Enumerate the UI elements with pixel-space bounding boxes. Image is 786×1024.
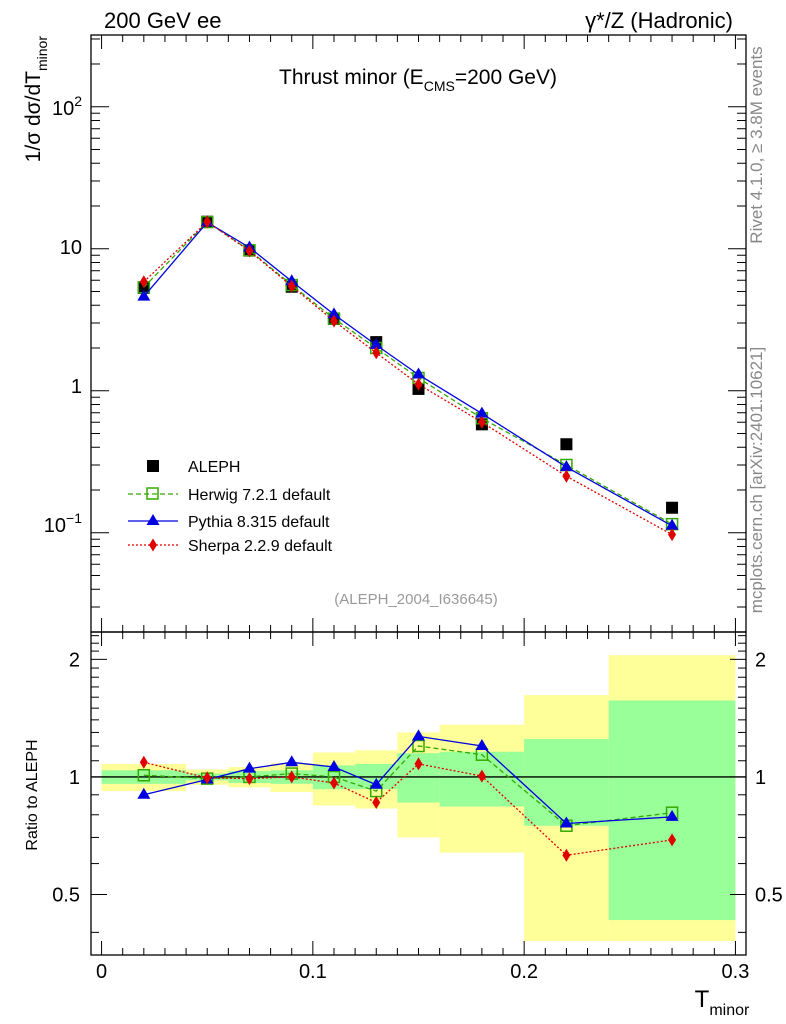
data-point-pythia [665,809,679,821]
ratio-ticks-layer: 0.5 0.5 1 1 2 2 0 0.1 0.2 0.3 [52,632,783,983]
main-title-b: =200 GeV) [455,66,557,89]
legend-label-aleph: ALEPH [188,459,240,476]
data-point-aleph [560,438,573,451]
data-point-sherpa [287,279,296,293]
ratio-ytick-label: 2 [69,649,80,671]
data-point-pythia [327,760,341,772]
main-ytick-base: 10 [44,515,66,537]
legend-marker-sherpa [149,538,157,552]
ratio-xtick-label: 0.3 [722,961,750,983]
data-point-pythia [475,739,489,751]
legend-marker-pythia [146,514,160,525]
header-right: γ*/Z (Hadronic) [585,8,733,33]
ratio-xlabel-a: T [695,986,710,1013]
main-title-sub: CMS [424,78,455,94]
data-point-sherpa [245,772,254,786]
legend-marker-herwig [146,487,159,500]
ratio-ytick-label: 0.5 [52,885,80,907]
header-left: 200 GeV ee [104,8,221,33]
data-point-sherpa [477,415,486,429]
ratio-xtick-label: 0 [96,961,107,983]
legend-label-pythia: Pythia 8.315 default [188,514,330,531]
data-point-pythia [369,777,383,789]
ratio-ytick-label: 1 [69,767,80,789]
main-ytick-label: 10 [60,237,82,259]
data-point-aleph [666,501,679,514]
ratio-xtick-label: 0.1 [299,961,327,983]
data-point-sherpa [245,244,254,258]
ratio-xlabel-sub: minor [709,1002,750,1019]
main-ytick-exp: 2 [74,93,82,109]
legend-marker-aleph [147,460,159,472]
main-ticks-layer [91,35,746,633]
data-point-pythia [665,518,679,530]
data-point-sherpa [668,528,677,542]
data-point-sherpa [329,314,338,328]
ratio-bands-layer [101,655,736,942]
main-series-layer [137,215,679,542]
data-point-pythia [285,755,299,767]
main-ytick-label: 102 [52,93,82,120]
ratio-ytick-label-right: 1 [755,767,766,789]
ratio-panel: 0.5 0.5 1 1 2 2 0 0.1 0.2 0.3 Ratio to ALEPH Tmin… [24,631,783,1019]
main-ytick-exp: −1 [66,510,82,526]
analysis-label: (ALEPH_2004_I636645) [334,591,497,608]
data-point-pythia [242,761,256,773]
data-point-pythia [369,337,383,349]
ratio-ylabel: Ratio to ALEPH [24,739,41,850]
data-point-pythia [475,406,489,418]
ratio-line-pythia [143,735,673,825]
legend-label-sherpa: Sherpa 2.2.9 default [188,538,333,555]
mcplots-label: mcplots.cern.ch [arXiv:2401.10621] [747,347,766,613]
main-ylabel: 1/σ dσ/dTminor [22,36,50,163]
ratio-xtick-label: 0.2 [510,961,538,983]
main-line-herwig [143,221,673,525]
data-point-pythia [559,816,573,828]
main-title-a: Thrust minor (E [279,66,424,89]
data-point-pythia [327,307,341,319]
data-point-pythia [137,289,151,301]
data-point-pythia [559,460,573,472]
data-point-sherpa [372,346,381,360]
legend-label-herwig: Herwig 7.2.1 default [188,487,331,504]
main-panel: Thrust minor (ECMS=200 GeV) 1/σ dσ/dTmin… [22,34,747,633]
data-point-sherpa [287,770,296,784]
main-ytick-label: 10−1 [44,510,82,537]
main-title: Thrust minor (ECMS=200 GeV) [279,66,557,94]
data-point-sherpa [562,469,571,483]
data-point-sherpa [414,377,423,391]
data-point-herwig [137,768,151,782]
data-point-sherpa [329,776,338,790]
rivet-label: Rivet 4.1.0, ≥ 3.8M events [747,46,766,243]
data-point-pythia [412,729,425,741]
ratio-ytick-label-right: 2 [755,649,766,671]
data-point-sherpa [562,848,571,862]
data-point-sherpa [139,755,148,769]
data-point-sherpa [668,833,677,847]
main-line-pythia [143,221,673,527]
main-line-sherpa [143,221,673,536]
ratio-line-herwig [143,745,673,827]
data-point-sherpa [139,275,148,289]
main-ytick-label: 1 [71,376,82,398]
ratio-frame [90,631,747,956]
main-ytick-base: 10 [52,98,74,120]
data-point-herwig [412,739,425,753]
data-point-pythia [137,787,151,799]
ratio-xlabel: Tminor [695,986,750,1019]
ratio-ytick-label-right: 0.5 [755,885,783,907]
data-point-pythia [412,367,425,379]
main-ylabel-sub: minor [34,36,50,71]
data-point-sherpa [203,771,212,785]
ratio-series-layer [137,729,679,862]
data-point-sherpa [203,215,212,229]
data-point-sherpa [372,796,381,810]
data-point-sherpa [477,769,486,783]
data-point-sherpa [414,757,423,771]
legend: ALEPH Herwig 7.2.1 default Pythia 8.315 … [128,459,333,555]
ratio-stat-band [524,739,609,826]
main-ylabel-a: 1/σ dσ/dT [22,71,45,162]
